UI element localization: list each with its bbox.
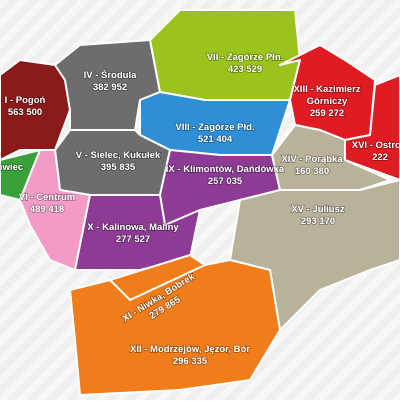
district <box>69 259 281 396</box>
district-value: 257 035 <box>208 176 243 187</box>
district-value: 382 952 <box>93 82 127 93</box>
district-name: VIII - Zagórze Płd. <box>175 122 254 133</box>
district-name: XVI - Ostrow <box>352 140 400 151</box>
district-name: I - Pogoń <box>5 95 46 106</box>
district-name: IX - Klimontów, Dańdówka <box>166 164 285 175</box>
district-name: IV - Środula <box>84 69 138 81</box>
district-name: XII - Modrzejów, Jęzor, Bór <box>130 344 250 355</box>
district-value: 259 272 <box>310 108 344 119</box>
district-value: 395 835 <box>101 162 136 173</box>
district-name: XV - Juliusz <box>291 204 345 215</box>
district-value: 160 380 <box>295 166 329 177</box>
district-value: 222 <box>372 152 388 163</box>
district-value: 563 500 <box>8 107 42 118</box>
district-value: 489 418 <box>30 204 64 215</box>
district-value: 293 170 <box>301 216 335 227</box>
district-name: Górniczy <box>307 96 348 107</box>
district-value: 277 527 <box>116 234 150 245</box>
district-value: 423 529 <box>228 64 262 75</box>
districts <box>0 9 400 396</box>
district-label: VII - Zagórze Płn.423 529 <box>206 51 284 76</box>
district-name: X - Kalinowa, Maliny <box>87 222 179 233</box>
district-name: VI - Centrum <box>19 192 75 203</box>
district-name: V - Sielec, Kukułek <box>76 150 161 161</box>
district-name: XIII - Kazimierz <box>293 84 360 95</box>
district-name: owiec <box>0 162 23 173</box>
district-value: 521 404 <box>198 134 233 145</box>
district-value: 296 335 <box>173 356 208 367</box>
district <box>74 194 201 271</box>
district <box>54 39 161 131</box>
district-label: VIII - Zagórze Płd.521 404 <box>175 121 256 146</box>
district-label: owiec <box>0 161 24 174</box>
district-label: XVI - Ostrow222 <box>351 139 400 164</box>
district-name: XIV - Porąbka <box>281 154 343 165</box>
district-name: VII - Zagórze Płn. <box>207 52 284 63</box>
